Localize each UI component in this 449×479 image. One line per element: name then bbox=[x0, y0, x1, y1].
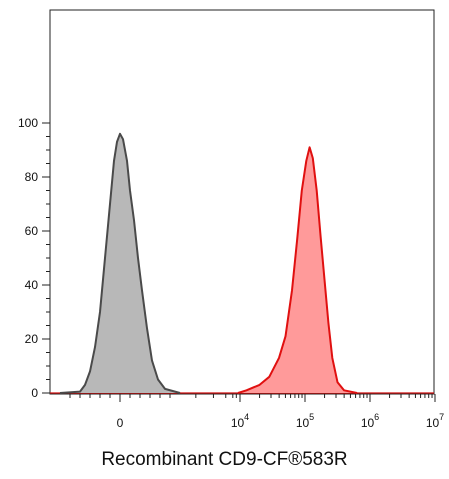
y-tick-label: 40 bbox=[25, 278, 39, 292]
x-tick-label: 0 bbox=[117, 416, 124, 430]
series-layer bbox=[50, 132, 434, 394]
y-tick-label: 60 bbox=[25, 224, 39, 238]
y-tick-label: 100 bbox=[18, 116, 38, 130]
y-tick-label: 0 bbox=[31, 386, 38, 400]
plot-frame bbox=[49, 9, 435, 395]
histogram-line-1 bbox=[59, 132, 181, 394]
x-tick-exponent: 7 bbox=[439, 412, 444, 422]
x-tick-exponent: 5 bbox=[309, 412, 314, 422]
histogram-fill-2 bbox=[238, 147, 357, 393]
x-tick-label: 106 bbox=[361, 412, 379, 430]
x-axis-title: Recombinant CD9-CF®583R bbox=[101, 449, 348, 470]
x-tick-label: 105 bbox=[296, 412, 314, 430]
x-tick-label: 107 bbox=[426, 412, 444, 430]
x-tick-label: 104 bbox=[231, 412, 249, 430]
x-tick-exponent: 4 bbox=[244, 412, 249, 422]
histogram-fill-1 bbox=[60, 133, 180, 394]
x-tick-exponent: 6 bbox=[374, 412, 379, 422]
x-axis: 0 104 105 106 107 bbox=[69, 394, 444, 430]
y-tick-label: 80 bbox=[25, 170, 39, 184]
y-tick-label: 20 bbox=[25, 332, 39, 346]
histogram-line-2 bbox=[237, 146, 358, 394]
y-axis: 0 20 40 60 80 100 bbox=[18, 116, 50, 400]
